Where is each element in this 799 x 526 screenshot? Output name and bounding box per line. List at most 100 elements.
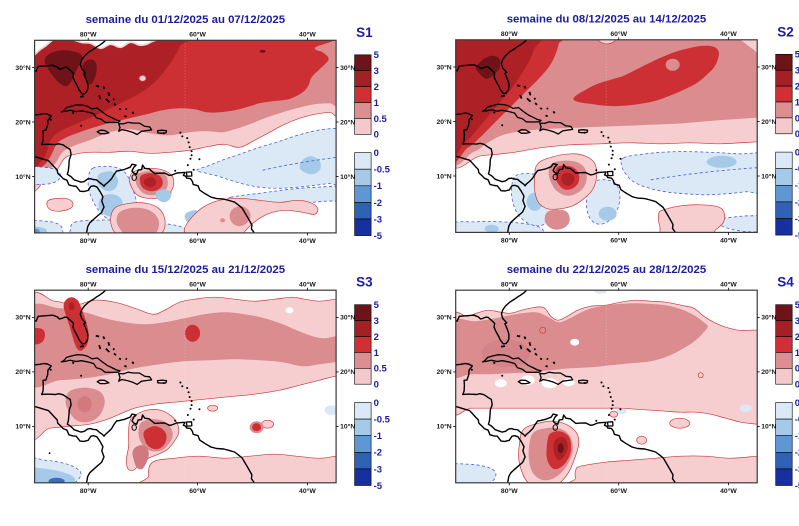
svg-text:-3: -3 [795, 214, 799, 225]
svg-text:semaine du 08/12/2025 au 14/12: semaine du 08/12/2025 au 14/12/2025 [507, 14, 707, 26]
svg-text:0.5: 0.5 [795, 364, 799, 375]
svg-text:40°W: 40°W [299, 31, 316, 39]
svg-text:20°N: 20°N [340, 368, 355, 376]
svg-text:2: 2 [374, 332, 379, 343]
svg-text:40°W: 40°W [720, 30, 737, 38]
svg-text:20°N: 20°N [437, 368, 452, 376]
svg-text:-0.5: -0.5 [795, 164, 799, 175]
svg-text:0: 0 [374, 148, 379, 159]
svg-text:10°N: 10°N [437, 172, 452, 180]
svg-text:0.5: 0.5 [374, 364, 388, 375]
svg-text:60°W: 60°W [610, 236, 627, 244]
svg-text:60°W: 60°W [189, 487, 206, 495]
svg-text:30°N: 30°N [437, 314, 452, 322]
svg-text:5: 5 [374, 300, 380, 311]
svg-text:60°W: 60°W [610, 280, 627, 288]
svg-text:20°N: 20°N [761, 368, 776, 376]
svg-text:-2: -2 [795, 197, 799, 208]
svg-text:10°N: 10°N [761, 172, 776, 180]
svg-text:3: 3 [374, 66, 379, 77]
svg-text:-5: -5 [374, 481, 383, 492]
svg-text:-1: -1 [795, 431, 799, 442]
svg-text:0: 0 [374, 398, 379, 409]
svg-text:1: 1 [795, 348, 799, 359]
svg-text:80°W: 80°W [80, 280, 97, 288]
svg-text:-1: -1 [374, 431, 383, 442]
svg-text:3: 3 [795, 66, 799, 77]
svg-text:10°N: 10°N [340, 173, 355, 181]
svg-text:40°W: 40°W [720, 487, 737, 495]
svg-text:0: 0 [795, 129, 799, 140]
svg-text:S2: S2 [777, 24, 794, 39]
svg-text:30°N: 30°N [15, 314, 30, 322]
svg-text:2: 2 [374, 82, 379, 93]
svg-text:10°N: 10°N [437, 423, 452, 431]
svg-text:-3: -3 [374, 214, 382, 225]
svg-text:20°N: 20°N [15, 118, 30, 126]
svg-text:80°W: 80°W [501, 236, 518, 244]
svg-text:80°W: 80°W [501, 280, 518, 288]
svg-text:5: 5 [374, 50, 380, 61]
svg-text:0: 0 [795, 148, 799, 159]
svg-text:3: 3 [374, 316, 379, 327]
svg-text:60°W: 60°W [189, 280, 206, 288]
svg-text:semaine du 22/12/2025 au 28/12: semaine du 22/12/2025 au 28/12/2025 [507, 264, 707, 276]
svg-text:30°N: 30°N [340, 64, 355, 72]
svg-text:-0.5: -0.5 [374, 415, 391, 426]
svg-text:30°N: 30°N [340, 314, 355, 322]
svg-text:semaine du 01/12/2025 au 07/12: semaine du 01/12/2025 au 07/12/2025 [86, 14, 286, 26]
svg-text:-3: -3 [374, 464, 382, 475]
svg-text:0: 0 [795, 380, 799, 391]
svg-text:0: 0 [374, 130, 379, 141]
svg-text:0.5: 0.5 [795, 113, 799, 124]
svg-text:80°W: 80°W [80, 31, 97, 39]
svg-text:0: 0 [795, 398, 799, 409]
svg-text:5: 5 [795, 50, 799, 61]
svg-text:3: 3 [795, 316, 799, 327]
svg-text:S1: S1 [356, 25, 373, 40]
svg-text:1: 1 [374, 348, 380, 359]
svg-text:80°W: 80°W [501, 30, 518, 38]
svg-text:20°N: 20°N [761, 118, 776, 126]
svg-text:0: 0 [374, 380, 379, 391]
svg-text:-3: -3 [795, 464, 799, 475]
svg-text:80°W: 80°W [80, 237, 97, 245]
svg-text:30°N: 30°N [761, 63, 776, 71]
svg-text:-0.5: -0.5 [795, 415, 799, 426]
svg-text:semaine du 15/12/2025 au 21/12: semaine du 15/12/2025 au 21/12/2025 [86, 264, 286, 276]
svg-text:60°W: 60°W [610, 487, 627, 495]
svg-text:40°W: 40°W [299, 487, 316, 495]
svg-text:40°W: 40°W [720, 236, 737, 244]
svg-text:-1: -1 [374, 181, 383, 192]
svg-text:80°W: 80°W [501, 487, 518, 495]
svg-text:60°W: 60°W [189, 237, 206, 245]
svg-text:60°W: 60°W [189, 31, 206, 39]
svg-text:30°N: 30°N [15, 64, 30, 72]
svg-text:1: 1 [374, 98, 380, 109]
svg-text:40°W: 40°W [299, 280, 316, 288]
svg-text:40°W: 40°W [299, 237, 316, 245]
svg-text:1: 1 [795, 97, 799, 108]
svg-text:10°N: 10°N [15, 173, 30, 181]
svg-text:20°N: 20°N [15, 368, 30, 376]
svg-text:-1: -1 [795, 181, 799, 192]
svg-text:-2: -2 [374, 448, 382, 459]
svg-text:30°N: 30°N [761, 314, 776, 322]
svg-text:-5: -5 [795, 481, 799, 492]
svg-text:10°N: 10°N [15, 423, 30, 431]
svg-text:S4: S4 [777, 275, 794, 290]
svg-text:20°N: 20°N [340, 118, 355, 126]
svg-text:30°N: 30°N [437, 63, 452, 71]
svg-text:-2: -2 [795, 448, 799, 459]
svg-text:20°N: 20°N [437, 118, 452, 126]
svg-text:40°W: 40°W [720, 280, 737, 288]
svg-text:-5: -5 [374, 231, 383, 242]
svg-text:-5: -5 [795, 231, 799, 242]
svg-text:5: 5 [795, 300, 799, 311]
svg-text:2: 2 [795, 332, 799, 343]
svg-text:10°N: 10°N [340, 423, 355, 431]
svg-text:S3: S3 [356, 275, 373, 290]
svg-text:-0.5: -0.5 [374, 165, 391, 176]
svg-text:0.5: 0.5 [374, 114, 388, 125]
svg-text:2: 2 [795, 82, 799, 93]
